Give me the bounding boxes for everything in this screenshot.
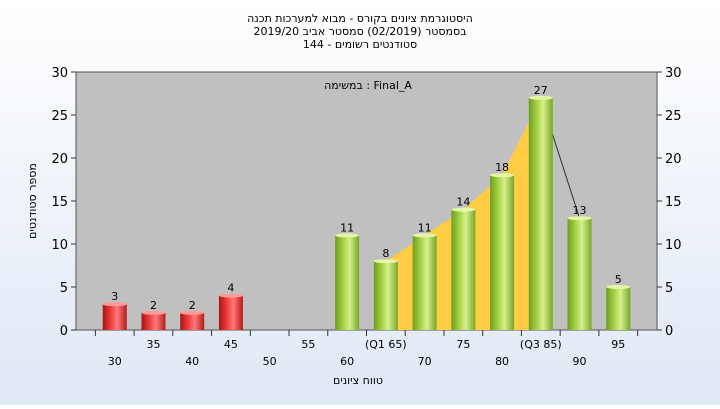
- x-tick-label: 60: [340, 355, 354, 368]
- bar-top: [528, 95, 553, 100]
- bar-top: [141, 310, 166, 315]
- data-label: 3: [111, 290, 118, 303]
- x-tick-label: 30: [108, 355, 122, 368]
- data-labels-layer: 3 2 2 4 11 8 11 14 18 27 13 5: [111, 84, 622, 312]
- x-tick-label: 40: [185, 355, 199, 368]
- data-label: 14: [456, 196, 470, 209]
- bar-body: [373, 261, 398, 330]
- bar-body: [451, 209, 476, 330]
- data-label: 4: [227, 282, 234, 295]
- bar-body: [606, 287, 631, 330]
- x-tick-label: 45: [224, 338, 238, 351]
- y-tick-label-left: 0: [60, 324, 68, 339]
- y-tick-label-right: 15: [665, 195, 682, 210]
- bar-top: [490, 173, 515, 178]
- x-tick-label: 55: [301, 338, 315, 351]
- x-tick-label: 50: [263, 355, 277, 368]
- y-tick-label-left: 10: [51, 238, 68, 253]
- bar-top: [606, 285, 631, 289]
- x-axis: 30 35 40 45 50 55 60 (Q1 65) 70 75 80 (Q3 85) 90 95: [94, 330, 639, 368]
- bar-1: [141, 310, 166, 330]
- bar-9: [451, 207, 476, 330]
- title-line-3: סטודנטים רשומים - 144: [303, 38, 417, 51]
- bar-top: [180, 310, 205, 315]
- bar-0: [102, 302, 127, 330]
- data-label: 27: [534, 84, 548, 97]
- y-axis-left: 0 5 10 15 20 25 30: [51, 66, 76, 339]
- bar-10: [490, 173, 515, 330]
- bar-body: [180, 312, 205, 330]
- y-tick-label-left: 30: [51, 66, 68, 81]
- bar-body: [567, 218, 592, 330]
- x-tick-label: 70: [418, 355, 432, 368]
- bar-body: [490, 175, 515, 330]
- bar-13: [606, 285, 631, 330]
- y-tick-label-left: 5: [60, 281, 68, 296]
- y-tick-label-right: 5: [665, 281, 673, 296]
- x-axis-title: טווח ציונים: [333, 374, 383, 387]
- bar-8: [412, 233, 437, 330]
- plot-area: [75, 71, 658, 331]
- chart-title: היסטוגרמת ציונים בקורס - מבוא למערכות תכ…: [247, 12, 473, 51]
- bar-top: [102, 302, 127, 307]
- y-tick-label-right: 20: [665, 152, 682, 167]
- x-tick-label: 95: [611, 338, 625, 351]
- data-label: 11: [340, 221, 354, 234]
- data-label: 11: [418, 221, 432, 234]
- x-tick-label: 75: [456, 338, 470, 351]
- y-tick-label-right: 0: [665, 324, 673, 339]
- bar-top: [335, 233, 360, 238]
- title-line-1: היסטוגרמת ציונים בקורס - מבוא למערכות תכ…: [247, 12, 473, 25]
- bar-body: [528, 97, 553, 330]
- bar-7: [373, 259, 398, 330]
- bar-body: [335, 235, 360, 330]
- y-tick-label-left: 15: [51, 195, 68, 210]
- title-line-2: בסמסטר (02/2019) סמסטר אביב 2019/20: [253, 25, 466, 38]
- y-tick-label-left: 20: [51, 152, 68, 167]
- y-tick-label-left: 25: [51, 109, 68, 124]
- x-tick-label: (Q3 85): [520, 338, 562, 351]
- y-axis-title: מספר סטודנטים: [26, 163, 39, 239]
- bar-top: [412, 233, 437, 238]
- bar-12: [567, 216, 592, 330]
- bar-top: [451, 207, 476, 212]
- data-label: 8: [382, 247, 389, 260]
- data-label: 5: [615, 273, 622, 286]
- bar-6: [335, 233, 360, 330]
- y-tick-label-right: 25: [665, 109, 682, 124]
- x-tick-label: (Q1 65): [365, 338, 407, 351]
- bar-11: [528, 95, 553, 330]
- bar-top: [218, 293, 243, 298]
- y-axis-right: 0 5 10 15 20 25 30: [657, 66, 682, 339]
- data-label: 18: [495, 161, 509, 174]
- bar-body: [102, 304, 127, 330]
- bar-2: [180, 310, 205, 330]
- data-label: 2: [189, 299, 196, 312]
- y-tick-label-right: 10: [665, 238, 682, 253]
- y-tick-label-right: 30: [665, 66, 682, 81]
- bar-body: [412, 235, 437, 330]
- data-label: 2: [150, 299, 157, 312]
- x-tick-label: 80: [495, 355, 509, 368]
- bar-3: [218, 293, 243, 330]
- x-tick-label: 90: [573, 355, 587, 368]
- bars-layer: [102, 95, 631, 330]
- task-annotation: במשימה : Final_A: [324, 79, 412, 92]
- data-label: 13: [573, 204, 587, 217]
- bar-top: [567, 216, 592, 221]
- bar-top: [373, 259, 398, 264]
- bar-body: [141, 312, 166, 330]
- bar-body: [218, 295, 243, 330]
- x-tick-label: 35: [146, 338, 160, 351]
